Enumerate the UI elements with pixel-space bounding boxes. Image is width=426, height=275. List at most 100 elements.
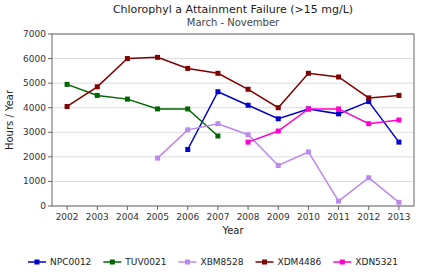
tick-label: 4000 [23, 103, 46, 113]
point [366, 95, 371, 100]
tick-label: 2005 [146, 212, 169, 222]
tick-label: 2013 [387, 212, 410, 222]
legend-marker [340, 260, 345, 265]
point [246, 87, 251, 92]
chart: Chlorophyl a Attainment Failure (>15 mg/… [0, 0, 426, 275]
point [276, 116, 281, 121]
title: Chlorophyl a Attainment Failure (>15 mg/… [113, 3, 353, 16]
plot-area [65, 55, 402, 205]
point [246, 132, 251, 137]
point [185, 106, 190, 111]
point [276, 105, 281, 110]
tick-label: 2011 [327, 212, 350, 222]
point [336, 106, 341, 111]
tick-label: 2003 [86, 212, 109, 222]
tick-label: 5000 [23, 78, 46, 88]
point [95, 93, 100, 98]
legend-marker [262, 260, 267, 265]
tick-label: 1000 [23, 176, 46, 186]
point [306, 71, 311, 76]
legend-label: XBM8528 [201, 257, 244, 267]
tick [368, 206, 369, 210]
tick [48, 34, 52, 35]
legend-label: TUV0021 [124, 257, 166, 267]
legend-item: NPC0012 [28, 257, 91, 267]
grid-line [52, 58, 414, 59]
tick [398, 206, 399, 210]
tick [48, 58, 52, 59]
tick-label: 0 [40, 201, 46, 211]
point [366, 121, 371, 126]
point [306, 106, 311, 111]
point [336, 199, 341, 204]
point [306, 149, 311, 154]
tick [48, 83, 52, 84]
series-line [67, 57, 399, 107]
plot-frame [52, 34, 414, 206]
point [396, 118, 401, 123]
point [396, 93, 401, 98]
point [185, 127, 190, 132]
grid-line [52, 181, 414, 182]
point [95, 84, 100, 89]
tick-label: 2007 [206, 212, 229, 222]
point [396, 140, 401, 145]
tick [157, 206, 158, 210]
point [185, 147, 190, 152]
tick [48, 107, 52, 108]
point [276, 129, 281, 134]
point [396, 200, 401, 205]
point [246, 140, 251, 145]
x-axis-label: Year [221, 225, 244, 236]
point [155, 156, 160, 161]
legend-item: TUV0021 [103, 257, 166, 267]
point [185, 66, 190, 71]
tick [48, 181, 52, 182]
legend-marker [185, 260, 190, 265]
tick [48, 132, 52, 133]
tick-label: 3000 [23, 127, 46, 137]
point [155, 55, 160, 60]
point [366, 175, 371, 180]
legend-label: XDM4486 [278, 257, 322, 267]
tick [187, 206, 188, 210]
series-line [188, 92, 399, 150]
point [336, 111, 341, 116]
tick-label: 2012 [357, 212, 380, 222]
grid-line [52, 107, 414, 108]
tick [97, 206, 98, 210]
point [215, 71, 220, 76]
tick-label: 2009 [267, 212, 290, 222]
point [155, 106, 160, 111]
series-line [248, 109, 399, 142]
grid-line [52, 132, 414, 133]
point [276, 163, 281, 168]
point [65, 82, 70, 87]
tick [278, 206, 279, 210]
tick [48, 206, 52, 207]
tick-label: 2004 [116, 212, 139, 222]
y-axis-label: Hours / Year [4, 89, 15, 150]
tick-label: 2008 [237, 212, 260, 222]
tick [67, 206, 68, 210]
point [215, 133, 220, 138]
tick [217, 206, 218, 210]
point [125, 97, 130, 102]
tick-label: 2010 [297, 212, 320, 222]
tick-label: 6000 [23, 54, 46, 64]
point [306, 106, 311, 111]
legend: NPC0012 TUV0021 XBM8528 XDM4486 XDN5321 [28, 257, 398, 267]
legend-item: XDN5321 [333, 257, 398, 267]
series-line [158, 124, 399, 203]
grid-line [52, 83, 414, 84]
tick [338, 206, 339, 210]
tick [48, 156, 52, 157]
tick-label: 2002 [56, 212, 79, 222]
point [246, 103, 251, 108]
point [215, 89, 220, 94]
tick [308, 206, 309, 210]
tick [127, 206, 128, 210]
tick-label: 7000 [23, 29, 46, 39]
tick-label: 2006 [176, 212, 199, 222]
legend-marker [110, 260, 115, 265]
